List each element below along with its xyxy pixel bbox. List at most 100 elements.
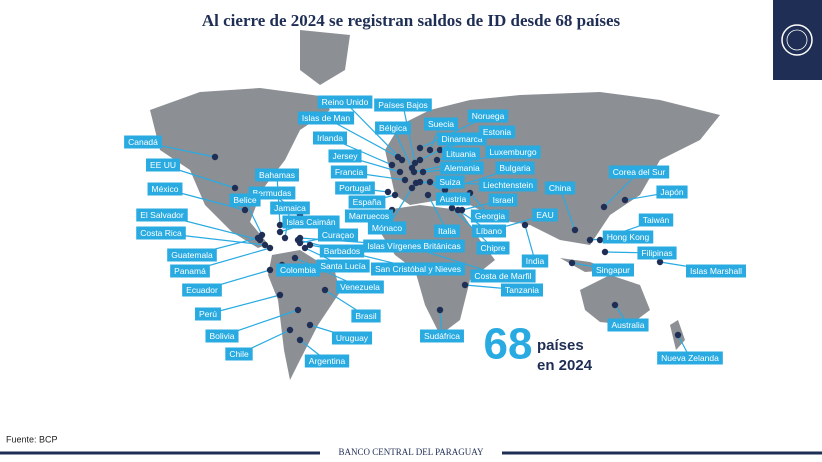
location-label: Guatemala [171,250,213,260]
location-label: Bulgaria [499,163,530,173]
tag-box [167,248,217,262]
location-tag: Uruguay [331,331,373,345]
location-tag: Bahamas [255,168,299,182]
location-tag: Francia [330,165,368,179]
location-label: Dinamarca [441,134,482,144]
location-tag: Curaçao [317,228,359,242]
tag-box [136,226,186,240]
location-dot [291,254,299,262]
leader-line [559,187,576,231]
location-dot [276,228,284,236]
leader-line [392,127,413,169]
location-tag: China [544,181,576,195]
location-label: Islas de Man [302,113,350,123]
location-tag: Alemania [440,161,484,175]
location-tag: Liechtenstein [478,178,538,192]
location-dot [231,184,239,192]
leader-line [344,101,403,161]
location-label: Islas Caimán [286,217,335,227]
tag-box [434,224,460,238]
location-tag: Bolivia [205,329,239,343]
tag-box [440,161,484,175]
location-tag: Reino Unido [317,95,373,109]
location-tag: Chipre [476,241,510,255]
location-label: Bolivia [209,331,234,341]
location-tag: Estonia [478,125,516,139]
location-dot [521,221,529,229]
location-dot [416,178,424,186]
location-label: Barbados [324,246,360,256]
location-dot [656,258,664,266]
location-label: Colombia [280,265,316,275]
location-label: Suecia [428,119,454,129]
tag-box [229,193,261,207]
tag-box [331,331,373,345]
location-tag: Argentina [304,354,350,368]
location-tag: India [521,254,549,268]
location-tag: Barbados [319,244,365,258]
location-label: Islas Vírgenes Británicas [367,241,461,251]
location-label: Ecuador [186,285,218,295]
location-label: Costa de Marfil [474,271,531,281]
location-dot [301,244,309,252]
tag-box [317,95,373,109]
tag-box [255,168,299,182]
location-dot [391,191,399,199]
location-dot [388,161,396,169]
location-dot [416,144,424,152]
location-tag: Mónaco [367,221,407,235]
location-tag: Chile [225,347,253,361]
tag-box [532,208,558,222]
location-label: Lituania [446,149,476,159]
tag-box [485,145,541,159]
location-tag: Irlanda [313,131,347,145]
location-dot [281,234,289,242]
location-tag: México [147,182,183,196]
location-dot [241,206,249,214]
location-tag: Perú [195,307,221,321]
location-label: China [549,183,571,193]
location-dot [596,236,604,244]
location-label: Singapur [596,265,630,275]
tag-box [544,181,576,195]
location-tag: Jamaica [270,201,310,215]
location-dot [266,244,274,252]
callout-line2: en 2024 [537,357,593,374]
location-label: Argentina [309,356,346,366]
tag-box [344,209,394,223]
location-dot [433,156,441,164]
location-tag: Islas Vírgenes Británicas [363,239,465,253]
location-tag: Filipinas [637,246,677,260]
location-dot [419,168,427,176]
location-label: Bermudas [253,188,292,198]
tag-box [348,195,386,209]
location-dot [611,301,619,309]
tag-box [304,354,350,368]
tag-box [476,241,510,255]
location-dot [586,236,594,244]
tag-box [170,264,210,278]
tag-box [317,228,359,242]
location-dot [436,146,444,154]
tag-box [195,307,221,321]
location-label: Canadá [128,137,158,147]
tag-box [437,132,487,146]
location-label: Belice [233,195,256,205]
location-label: Israel [493,195,514,205]
location-tag: Líbano [472,224,506,238]
location-tag: Guatemala [167,248,217,262]
callout: 68 países en 2024 [484,320,593,374]
location-dot [321,286,329,294]
tag-box [657,351,723,365]
location-tag: Lituania [442,147,480,161]
location-dot [436,306,444,314]
location-tag: Sudáfrica [420,329,464,343]
location-dot [394,153,402,161]
location-tag: Tanzania [500,283,544,297]
location-label: Islas Marshall [690,266,742,276]
tag-box [182,283,222,297]
tag-box [478,178,538,192]
location-label: Italia [438,226,456,236]
location-label: Taiwán [643,215,670,225]
